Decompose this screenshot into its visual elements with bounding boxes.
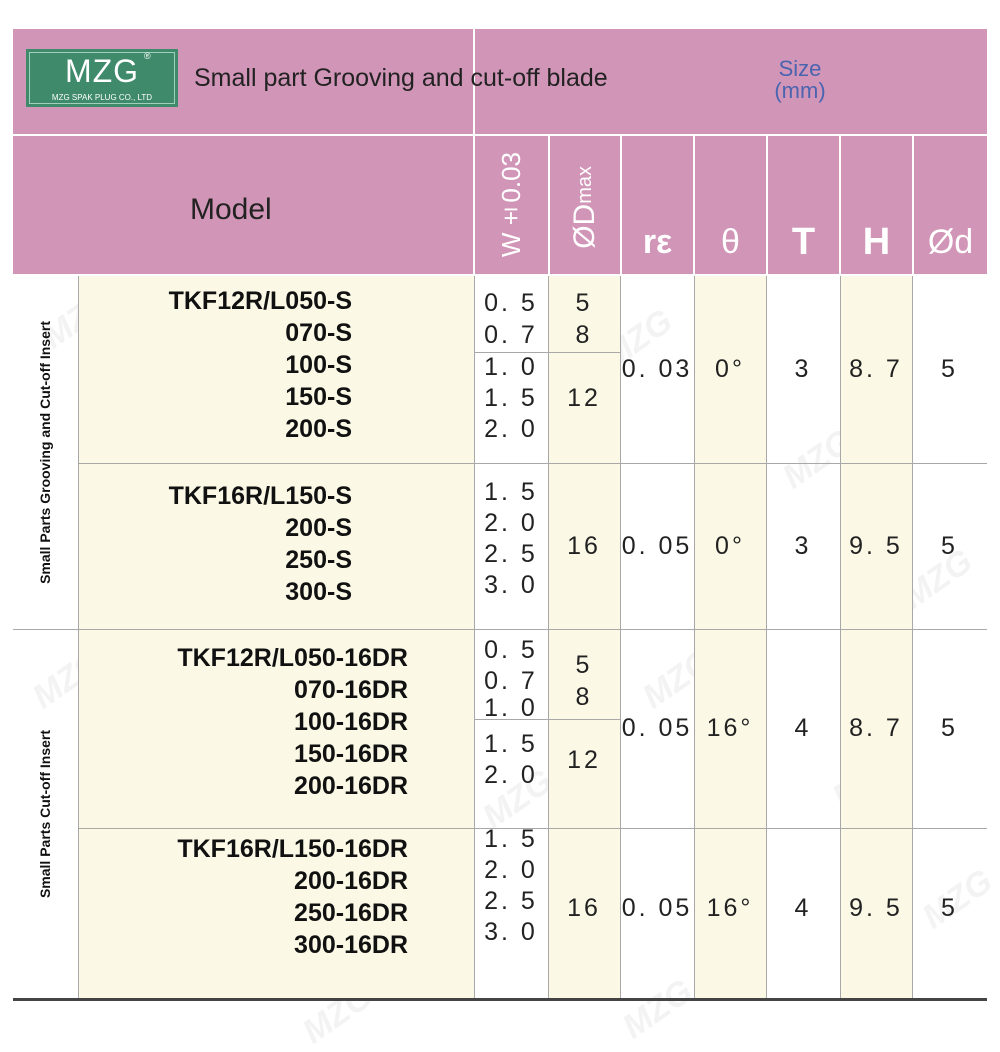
h-value: 9. 5	[849, 531, 903, 560]
theta-column-fill	[694, 276, 766, 998]
header-divider	[13, 134, 987, 136]
w-values: 0. 5 0. 7 1. 0	[484, 636, 538, 722]
w-values: 1. 5 2. 0 2. 5 3. 0	[484, 478, 538, 599]
col-header-t: T	[791, 220, 816, 263]
d-value: 5	[941, 531, 958, 560]
sub-row-divider	[474, 352, 620, 353]
h-value: 9. 5	[849, 893, 903, 922]
header-divider	[912, 134, 914, 274]
column-divider	[548, 276, 549, 998]
w-values: 0. 5 0. 7	[484, 289, 538, 349]
h-value: 8. 7	[849, 355, 903, 383]
column-divider	[840, 276, 841, 998]
t-value: 4	[794, 714, 812, 742]
header-divider	[839, 134, 841, 274]
header-divider	[548, 134, 550, 274]
model-column-fill	[78, 276, 474, 998]
theta-value: 0°	[715, 355, 745, 383]
table-row-models: TKF16R/L150-16DR 200-16DR 250-16DR 300-1…	[177, 835, 408, 959]
header-divider	[473, 29, 475, 274]
group-divider	[13, 629, 987, 630]
brand-logo: MZG ® MZG SPAK PLUG CO., LTD	[26, 49, 178, 107]
col-header-h: H	[862, 220, 891, 263]
group-label: Small Parts Cut-off Insert	[37, 729, 53, 899]
header-divider	[620, 134, 622, 274]
dmax-value: 12	[567, 745, 601, 774]
t-value: 3	[794, 355, 812, 383]
model-header: Model	[190, 193, 272, 226]
w-values: 1. 0 1. 5 2. 0	[484, 353, 538, 443]
col-header-theta: θ	[721, 222, 740, 261]
h-value: 8. 7	[849, 714, 903, 742]
re-value: 0. 05	[621, 714, 693, 742]
size-unit: (mm)	[774, 78, 826, 103]
col-header-dmax: ØDmax	[568, 165, 601, 249]
table-title: Small part Grooving and cut-off blade	[194, 64, 608, 92]
dmax-values: 5 8	[575, 651, 593, 711]
dmax-value: 12	[567, 383, 601, 412]
theta-value: 0°	[715, 531, 745, 560]
dmax-column-fill	[548, 276, 620, 998]
theta-value: 16°	[706, 714, 754, 742]
table-bottom-border	[13, 998, 987, 1001]
w-values: 1. 5 2. 0	[484, 730, 538, 789]
re-value: 0. 05	[621, 531, 693, 560]
header-divider	[693, 134, 695, 274]
col-header-w: W±0.03	[496, 152, 526, 258]
h-column-fill	[840, 276, 912, 998]
table-row-models: TKF12R/L050-16DR 070-16DR 100-16DR 150-1…	[177, 644, 408, 800]
registered-mark: ®	[144, 51, 151, 61]
re-value: 0. 05	[621, 893, 693, 922]
column-divider	[766, 276, 767, 998]
d-value: 5	[941, 893, 958, 922]
col-header-d: Ød	[927, 222, 974, 261]
col-header-re: rε	[642, 222, 673, 261]
column-divider	[474, 276, 475, 998]
column-divider	[912, 276, 913, 998]
t-value: 4	[794, 893, 812, 922]
table-row-models: TKF12R/L050-S 070-S 100-S 150-S 200-S	[168, 287, 352, 443]
column-divider	[694, 276, 695, 998]
row-divider	[78, 828, 987, 829]
d-value: 5	[941, 355, 958, 383]
size-label: Size (mm)	[700, 58, 900, 102]
dmax-value: 16	[567, 893, 601, 922]
re-value: 0. 03	[621, 355, 693, 383]
row-divider	[78, 463, 987, 464]
d-value: 5	[941, 714, 958, 742]
header-divider	[766, 134, 768, 274]
sub-row-divider	[474, 719, 620, 720]
t-value: 3	[794, 531, 812, 560]
logo-subtitle: MZG SPAK PLUG CO., LTD	[51, 93, 153, 102]
w-values: 1. 5 2. 0 2. 5 3. 0	[484, 825, 538, 946]
column-divider	[78, 276, 79, 998]
dmax-value: 16	[567, 531, 601, 560]
theta-value: 16°	[706, 893, 754, 922]
group-label: Small Parts Grooving and Cut-off Insert	[37, 321, 53, 584]
column-divider	[620, 276, 621, 998]
logo-text: MZG	[64, 53, 140, 89]
table-row-models: TKF16R/L150-S 200-S 250-S 300-S	[168, 482, 352, 606]
dmax-values: 5 8	[575, 289, 593, 349]
